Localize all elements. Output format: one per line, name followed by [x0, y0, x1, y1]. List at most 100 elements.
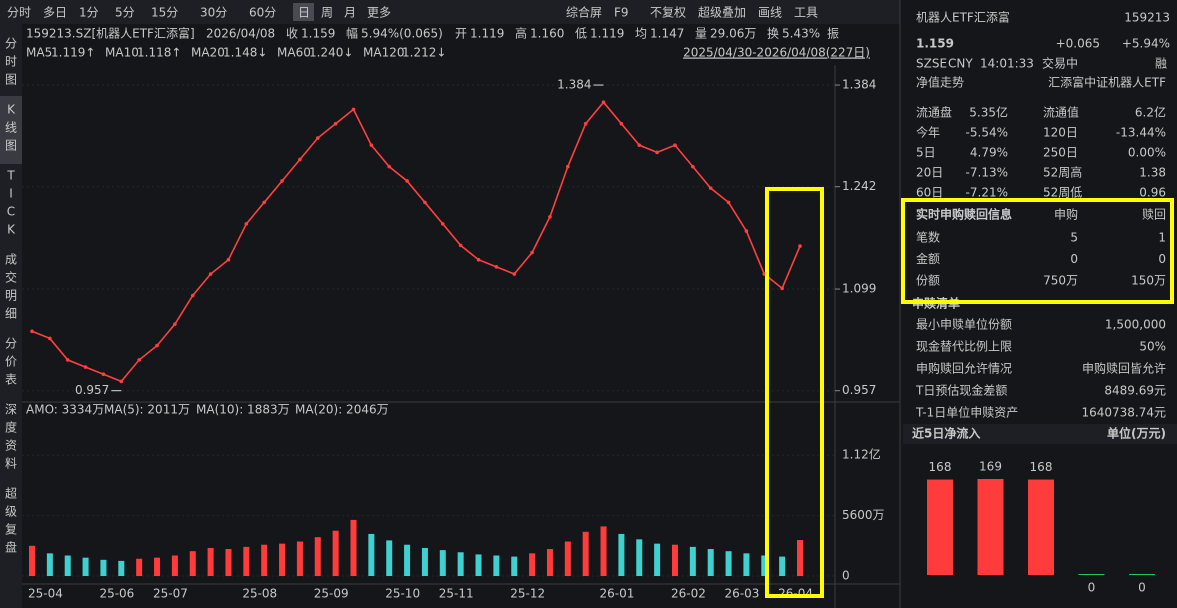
side-tab[interactable]: 超: [5, 486, 17, 501]
quote-field: 收: [286, 27, 298, 41]
x-tick-label: 26-03: [725, 587, 760, 601]
period-tab[interactable]: 周: [321, 6, 333, 20]
side-tab[interactable]: I: [9, 187, 13, 201]
tool-button[interactable]: 综合屏: [566, 5, 602, 20]
high-label: 1.384: [557, 78, 591, 92]
x-tick-label: 25-04: [28, 587, 63, 601]
volume-bar: [689, 546, 696, 576]
stat-value: 5.35亿: [969, 105, 1008, 120]
tool-button[interactable]: F9: [614, 6, 629, 20]
quote-field: 量: [695, 27, 707, 41]
quote-field: 159213.SZ[机器人ETF汇添富]: [26, 26, 195, 41]
side-tab[interactable]: 复: [5, 523, 17, 537]
price-point: [637, 143, 642, 147]
price-point: [726, 200, 731, 205]
side-tab[interactable]: 图: [5, 73, 17, 87]
side-tab[interactable]: 度: [5, 420, 17, 435]
stat-value: 4.79%: [970, 146, 1008, 160]
volume-bar: [118, 560, 125, 576]
volume-bar: [654, 543, 661, 576]
period-tab[interactable]: 1分: [79, 6, 99, 20]
side-tab[interactable]: 价: [5, 355, 17, 369]
quote-field: 5.94%(0.065): [361, 27, 443, 41]
period-tab[interactable]: 月: [344, 6, 356, 20]
side-tab[interactable]: 资: [5, 439, 17, 453]
volume-header: MA(5): 2011万: [104, 403, 190, 417]
change: +0.065: [1056, 37, 1100, 51]
price-point: [530, 250, 534, 255]
side-tab[interactable]: 分: [5, 337, 17, 351]
realtime-col: 申购: [1054, 207, 1078, 222]
price-point: [798, 244, 802, 248]
period-tab[interactable]: 日: [298, 6, 310, 20]
low-label: 0.957: [75, 383, 109, 397]
y-tick-label: 1.384: [842, 78, 876, 92]
realtime-label: 笔数: [916, 230, 940, 245]
list-value: 申购赎回皆允许: [1082, 361, 1166, 376]
price-point: [155, 343, 159, 348]
volume-bar: [743, 553, 750, 576]
ma-value: 1.118↑: [137, 46, 181, 60]
side-tab[interactable]: 盘: [5, 540, 17, 555]
price-point: [173, 322, 177, 326]
list-label: T日预估现金差额: [915, 383, 1007, 398]
price-point: [30, 329, 34, 334]
price-point: [440, 222, 445, 226]
inflow-label: 168: [929, 460, 952, 474]
side-tab[interactable]: 线: [5, 121, 17, 135]
period-tab[interactable]: 5分: [115, 6, 135, 20]
tool-button[interactable]: 不复权: [650, 6, 686, 20]
side-tab[interactable]: 表: [5, 373, 17, 387]
side-tab[interactable]: 分: [5, 37, 17, 51]
side-tab[interactable]: 级: [5, 505, 17, 519]
y-tick-label: 5600万: [842, 508, 885, 522]
period-tab[interactable]: 更多: [367, 6, 391, 20]
side-tab[interactable]: 交: [5, 270, 17, 285]
side-tab[interactable]: 图: [5, 139, 17, 153]
quote-field: 幅: [346, 26, 358, 41]
price-point: [583, 121, 588, 126]
stat-value: 0.00%: [1128, 146, 1166, 160]
volume-bar: [707, 549, 714, 576]
side-tab[interactable]: K: [7, 103, 16, 117]
ma-name: MA20: [191, 46, 225, 60]
status: 融: [1155, 57, 1167, 71]
volume-bar: [493, 555, 500, 576]
quote-field: 2026/04/08: [206, 27, 275, 41]
volume-bar: [29, 545, 35, 576]
volume-bar: [546, 549, 553, 576]
volume-bar: [332, 530, 339, 576]
tool-button[interactable]: 画线: [758, 6, 782, 20]
volume-bar: [564, 541, 571, 576]
inflow-label: 168: [1030, 460, 1053, 474]
side-tab[interactable]: 成: [5, 253, 17, 267]
date-range: 2025/04/30-2026/04/08(227日): [683, 46, 870, 60]
period-tab[interactable]: 15分: [151, 6, 178, 20]
volume-bar: [225, 549, 232, 576]
side-tab[interactable]: K: [7, 223, 16, 237]
side-tab[interactable]: 料: [5, 457, 17, 471]
price-point: [458, 243, 463, 248]
realtime-label: 份额: [916, 274, 940, 288]
ma-name: MA10: [105, 46, 139, 60]
stat-value: 6.2亿: [1135, 105, 1166, 120]
stat-value: -13.44%: [1116, 126, 1166, 140]
volume-bar: [582, 531, 589, 576]
tool-button[interactable]: 超级叠加: [698, 5, 746, 20]
volume-bar: [368, 533, 375, 576]
side-tab[interactable]: 细: [5, 307, 17, 321]
period-tab[interactable]: 60分: [249, 6, 276, 20]
period-tab[interactable]: 30分: [200, 6, 227, 20]
side-tab[interactable]: 明: [5, 289, 17, 303]
tool-button[interactable]: 工具: [794, 6, 818, 20]
status: 交易中: [1042, 56, 1078, 71]
side-tab[interactable]: 深: [5, 403, 17, 417]
period-tab[interactable]: 多日: [43, 6, 67, 20]
quote-field: 开: [455, 27, 467, 41]
side-tab[interactable]: C: [7, 205, 15, 219]
side-tab[interactable]: 时: [5, 55, 17, 69]
volume-bar: [618, 533, 625, 576]
period-tab[interactable]: 分时: [7, 6, 31, 20]
realtime-value: 150万: [1131, 274, 1166, 288]
side-tab[interactable]: T: [6, 169, 15, 183]
